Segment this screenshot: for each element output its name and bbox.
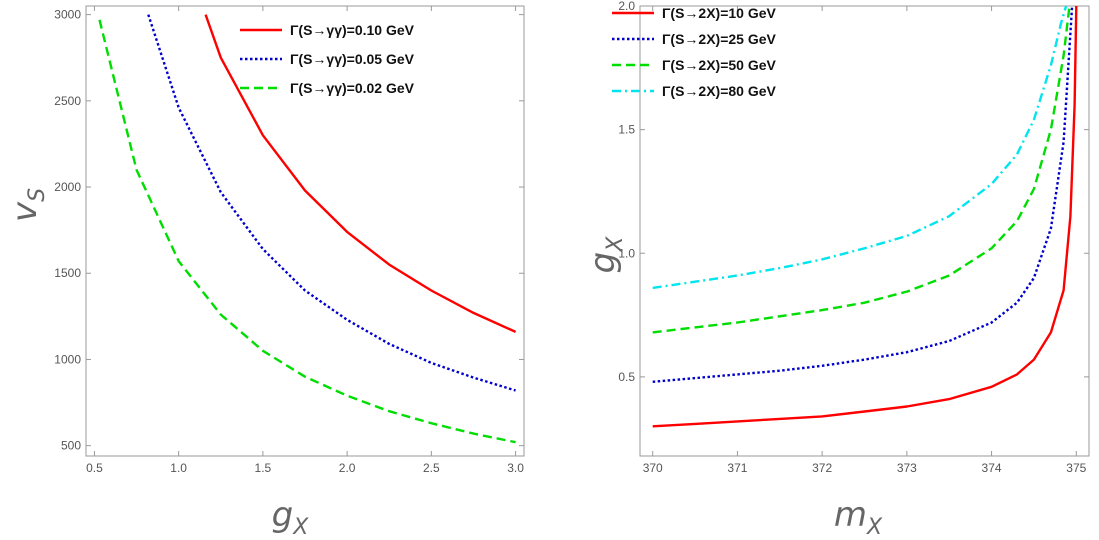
series-line-2	[147, 14, 516, 392]
y-axis-label: gX	[583, 236, 628, 274]
x-tick-label: 2.5	[423, 461, 440, 475]
y-tick-label: 500	[61, 439, 81, 453]
x-axis-label: gX	[272, 495, 310, 540]
x-tick-label: 374	[982, 461, 1002, 475]
plot-frame	[85, 5, 525, 457]
y-tick-label: 0.5	[618, 370, 635, 384]
plot-frame	[639, 5, 1090, 457]
y-tick-label: 2500	[54, 94, 81, 108]
x-tick-label: 372	[812, 461, 832, 475]
y-tick-label: 2.0	[618, 0, 635, 13]
legend-label: Γ(S→2X)=80 GeV	[662, 83, 777, 99]
series-line-1	[204, 14, 517, 333]
x-axis-label-main: m	[834, 495, 867, 535]
x-tick-label: 373	[897, 461, 917, 475]
x-tick-label: 371	[727, 461, 747, 475]
y-tick-label: 2000	[54, 180, 81, 194]
y-axis-label-main: g	[583, 252, 623, 274]
series-line-3	[652, 5, 1071, 334]
y-axis-label-main: v	[5, 201, 45, 222]
series-line-4	[652, 5, 1068, 290]
x-tick-label: 0.5	[86, 461, 103, 475]
x-tick-label: 375	[1066, 461, 1086, 475]
y-axis-label-subscript: X	[603, 236, 628, 253]
right-panel: 370 371 372 373 374 375 0.5 1.0 1.5 2.0 Γ(S→2X)=10…	[583, 0, 1090, 540]
legend-label: Γ(S→2X)=10 GeV	[662, 5, 777, 21]
legend-label: Γ(S→γγ)=0.10 GeV	[290, 22, 415, 38]
x-tick-label: 2.0	[339, 461, 356, 475]
x-tick-label: 1.0	[170, 461, 187, 475]
legend-label: Γ(S→2X)=25 GeV	[662, 31, 777, 47]
series-line-3	[98, 19, 516, 444]
x-axis-label-subscript: X	[292, 515, 309, 540]
y-axis-label: vS	[5, 188, 50, 222]
y-tick-label: 3000	[54, 8, 81, 22]
y-tick-label: 1500	[54, 266, 81, 280]
x-tick-label: 370	[643, 461, 663, 475]
left-panel: 0.5 1.0 1.5 2.0 2.5 3.0 500 1000 1500 2000 2500 300…	[5, 5, 525, 540]
x-axis-label-subscript: X	[866, 515, 883, 540]
x-tick-label: 1.5	[255, 461, 272, 475]
legend-label: Γ(S→γγ)=0.05 GeV	[290, 51, 415, 67]
y-axis-label-subscript: S	[25, 188, 50, 202]
y-tick-label: 1.0	[618, 246, 635, 260]
legend-label: Γ(S→2X)=50 GeV	[662, 57, 777, 73]
y-tick-label: 1.5	[618, 123, 635, 137]
y-tick-label: 1000	[54, 352, 81, 366]
legend-label: Γ(S→γγ)=0.02 GeV	[290, 80, 415, 96]
x-axis-label-main: g	[272, 495, 294, 535]
series-line-2	[652, 5, 1074, 383]
x-axis-label: mX	[834, 495, 883, 540]
x-tick-label: 3.0	[507, 461, 524, 475]
series-line-1	[652, 5, 1078, 428]
